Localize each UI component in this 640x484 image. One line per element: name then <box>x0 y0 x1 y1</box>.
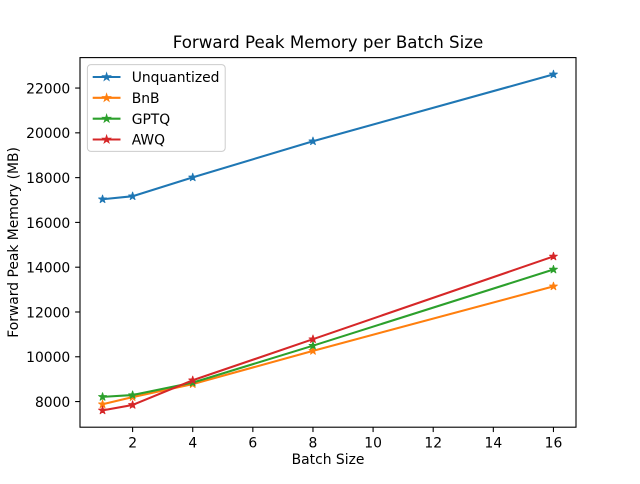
series-unquantized <box>98 69 558 204</box>
marker-awq-x4 <box>188 375 198 385</box>
marker-awq-x8 <box>308 334 318 344</box>
y-tick-label: 22000 <box>26 81 70 97</box>
y-tick-label: 8000 <box>35 395 70 411</box>
marker-unquantized-x2 <box>128 191 138 201</box>
marker-unquantized-x16 <box>549 69 558 79</box>
series-awq <box>98 251 558 415</box>
legend-label-awq: AWQ <box>132 133 165 149</box>
y-tick-label: 18000 <box>26 171 70 187</box>
series-gptq <box>98 264 558 401</box>
legend-label-gptq: GPTQ <box>132 112 171 128</box>
legend-label-unquantized: Unquantized <box>132 70 220 86</box>
y-tick-label: 16000 <box>26 216 70 232</box>
legend-marker <box>101 92 112 103</box>
series-layer <box>98 69 558 415</box>
legend-entry-unquantized: Unquantized <box>92 70 220 86</box>
y-tick-label: 14000 <box>26 261 70 277</box>
marker-bnb-x16 <box>549 281 558 291</box>
axes-layer: 2 4 6 8 10 12 14 16 8000 10000 12000 14000 16000 1800… <box>26 57 577 451</box>
marker-bnb-x8 <box>308 346 318 355</box>
legend-entry-gptq: GPTQ <box>92 112 171 128</box>
marker-unquantized-x1 <box>98 194 107 204</box>
x-axis-label: Batch Size <box>292 452 365 468</box>
x-tick-label: 4 <box>188 435 197 451</box>
marker-awq-x2 <box>128 400 138 409</box>
y-tick-label: 10000 <box>26 350 70 366</box>
marker-unquantized-x8 <box>308 136 318 146</box>
legend-entry-awq: AWQ <box>92 133 165 149</box>
x-tick-label: 2 <box>128 435 137 451</box>
x-tick-label: 14 <box>485 435 503 451</box>
legend-entry-bnb: BnB <box>92 91 160 107</box>
legend: Unquantized BnB GPTQ AWQ <box>86 64 226 152</box>
marker-awq-x1 <box>98 405 107 415</box>
y-tick-label: 20000 <box>26 126 70 142</box>
legend-marker <box>101 71 112 82</box>
marker-gptq-x2 <box>128 390 138 399</box>
y-tick-label: 12000 <box>26 305 70 321</box>
chart-title: Forward Peak Memory per Batch Size <box>173 33 483 52</box>
marker-awq-x16 <box>549 251 558 261</box>
marker-unquantized-x4 <box>188 172 198 182</box>
legend-label-bnb: BnB <box>132 91 160 107</box>
legend-marker <box>101 133 112 145</box>
x-tick-label: 6 <box>248 435 257 451</box>
legend-marker <box>101 113 112 124</box>
y-axis-label: Forward Peak Memory (MB) <box>6 147 22 338</box>
marker-gptq-x1 <box>98 392 107 401</box>
x-tick-label: 8 <box>309 435 318 451</box>
x-tick-label: 12 <box>424 435 442 451</box>
axes-spines <box>79 57 577 428</box>
legend-frame <box>86 64 226 152</box>
marker-gptq-x8 <box>308 341 318 350</box>
marker-gptq-x16 <box>549 264 558 274</box>
x-tick-label: 16 <box>545 435 563 451</box>
x-tick-label: 10 <box>364 435 382 451</box>
